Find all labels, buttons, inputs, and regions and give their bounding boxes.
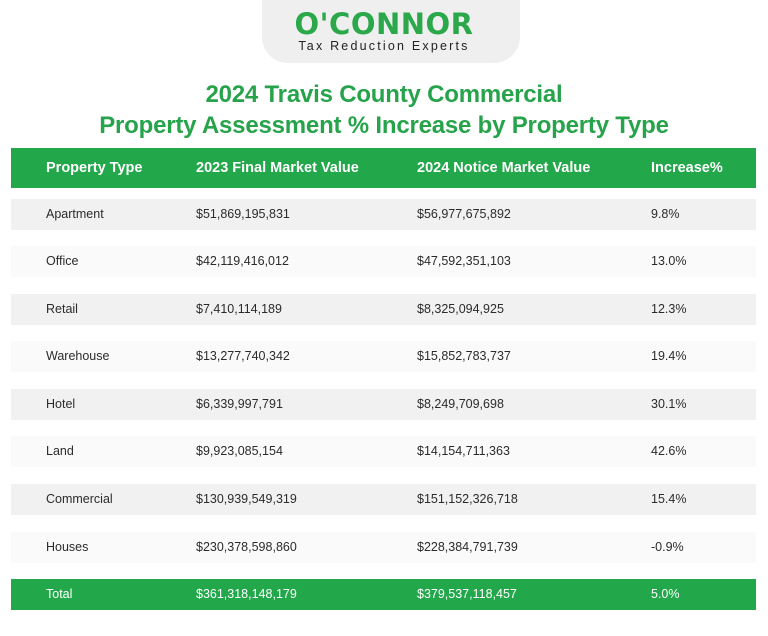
cell-property-type: Warehouse [46, 349, 110, 363]
header-property-type: Property Type [46, 160, 143, 176]
header-2024-value: 2024 Notice Market Value [417, 160, 591, 176]
cell-2023-value: $13,277,740,342 [196, 349, 290, 363]
cell-increase: -0.9% [651, 540, 684, 554]
cell-increase: 19.4% [651, 349, 687, 363]
cell-increase: 42.6% [651, 444, 687, 458]
logo-background [262, 0, 520, 63]
title-line-2: Property Assessment % Increase by Proper… [99, 112, 669, 139]
cell-2024-value: $47,592,351,103 [417, 254, 511, 268]
cell-2024-value: $8,325,094,925 [417, 302, 504, 316]
cell-2024-value: $15,852,783,737 [417, 349, 511, 363]
cell-property-type: Hotel [46, 397, 76, 411]
brand-logo: O'CONNOR [294, 7, 474, 41]
cell-2024-value: $151,152,326,718 [417, 492, 518, 506]
total-label: Total [46, 587, 73, 601]
cell-2023-value: $230,378,598,860 [196, 540, 297, 554]
cell-2024-value: $228,384,791,739 [417, 540, 518, 554]
cell-property-type: Commercial [46, 492, 113, 506]
total-2024-value: $379,537,118,457 [417, 587, 517, 601]
table-header: Property Type 2023 Final Market Value 20… [11, 148, 756, 188]
table-row: Commercial $130,939,549,319 $151,152,326… [11, 484, 756, 515]
table-row: Apartment $51,869,195,831 $56,977,675,89… [11, 199, 756, 230]
cell-property-type: Office [46, 254, 79, 268]
cell-2023-value: $42,119,416,012 [196, 254, 289, 268]
cell-2024-value: $14,154,711,363 [417, 444, 510, 458]
cell-increase: 13.0% [651, 254, 687, 268]
cell-2024-value: $56,977,675,892 [417, 207, 511, 221]
cell-increase: 9.8% [651, 207, 680, 221]
cell-2023-value: $9,923,085,154 [196, 444, 283, 458]
cell-property-type: Retail [46, 302, 78, 316]
table-row: Retail $7,410,114,189 $8,325,094,925 12.… [11, 294, 756, 325]
brand-tagline: Tax Reduction Experts [298, 39, 470, 53]
total-increase: 5.0% [651, 587, 680, 601]
table-row: Warehouse $13,277,740,342 $15,852,783,73… [11, 341, 756, 372]
cell-2023-value: $51,869,195,831 [196, 207, 290, 221]
table-row: Office $42,119,416,012 $47,592,351,103 1… [11, 246, 756, 277]
header-increase: Increase% [651, 160, 723, 176]
table-row: Hotel $6,339,997,791 $8,249,709,698 30.1… [11, 389, 756, 420]
cell-increase: 12.3% [651, 302, 687, 316]
cell-2023-value: $7,410,114,189 [196, 302, 282, 316]
cell-2023-value: $6,339,997,791 [196, 397, 283, 411]
cell-increase: 30.1% [651, 397, 687, 411]
title-line-1: 2024 Travis County Commercial [205, 81, 563, 108]
cell-2024-value: $8,249,709,698 [417, 397, 504, 411]
table-row: Houses $230,378,598,860 $228,384,791,739… [11, 532, 756, 563]
cell-increase: 15.4% [651, 492, 687, 506]
header-2023-value: 2023 Final Market Value [196, 160, 359, 176]
total-2023-value: $361,318,148,179 [196, 587, 297, 601]
page-title: 2024 Travis County Commercial Property A… [0, 79, 768, 141]
table-row: Land $9,923,085,154 $14,154,711,363 42.6… [11, 436, 756, 467]
cell-property-type: Houses [46, 540, 89, 554]
cell-2023-value: $130,939,549,319 [196, 492, 297, 506]
cell-property-type: Land [46, 444, 74, 458]
table-total-row: Total $361,318,148,179 $379,537,118,457 … [11, 579, 756, 610]
cell-property-type: Apartment [46, 207, 104, 221]
